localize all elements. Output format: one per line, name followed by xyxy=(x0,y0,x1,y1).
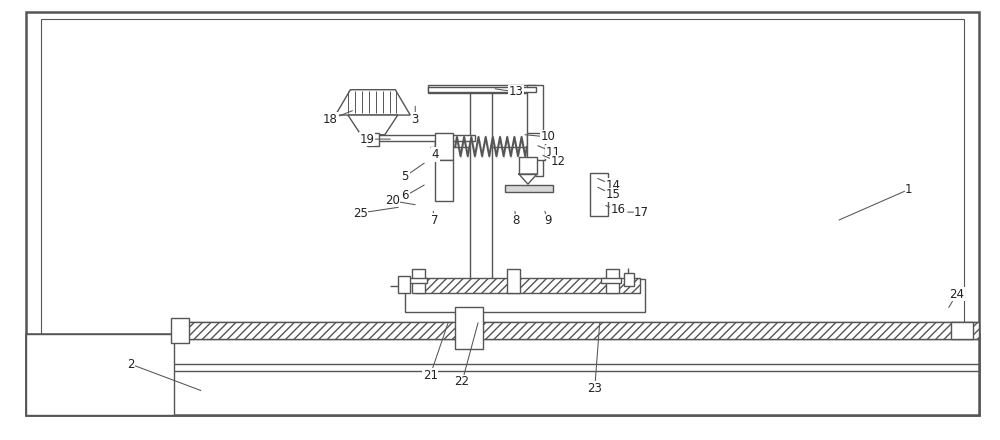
Text: 8: 8 xyxy=(512,211,520,227)
Text: 16: 16 xyxy=(606,203,625,216)
Text: 11: 11 xyxy=(538,146,560,159)
Text: 21: 21 xyxy=(423,323,448,382)
Bar xyxy=(412,269,425,293)
Bar xyxy=(171,318,189,343)
Bar xyxy=(527,85,543,176)
Bar xyxy=(435,133,453,160)
Text: 24: 24 xyxy=(949,288,964,308)
Text: 20: 20 xyxy=(385,194,415,207)
Text: 10: 10 xyxy=(525,130,555,143)
Bar xyxy=(415,278,640,293)
Text: 3: 3 xyxy=(412,106,419,126)
Bar xyxy=(41,19,964,408)
Text: 22: 22 xyxy=(455,323,478,388)
Bar xyxy=(624,273,634,286)
Polygon shape xyxy=(519,174,537,184)
Bar xyxy=(455,308,483,349)
Bar xyxy=(179,323,458,339)
Bar xyxy=(590,173,608,216)
Bar xyxy=(527,133,545,160)
Text: 7: 7 xyxy=(431,211,439,227)
Text: 25: 25 xyxy=(353,206,398,220)
Bar xyxy=(505,185,553,192)
Text: 23: 23 xyxy=(587,323,602,395)
Bar xyxy=(367,133,379,146)
Bar xyxy=(470,89,492,281)
Bar xyxy=(398,275,410,293)
Text: 9: 9 xyxy=(544,211,552,227)
Bar xyxy=(601,278,621,283)
Text: 5: 5 xyxy=(402,163,424,183)
Text: 1: 1 xyxy=(839,183,913,220)
Text: 13: 13 xyxy=(495,85,523,99)
Text: 14: 14 xyxy=(598,179,620,191)
Bar xyxy=(375,135,475,141)
Text: 18: 18 xyxy=(323,111,352,126)
Text: 2: 2 xyxy=(127,358,201,391)
Polygon shape xyxy=(335,90,410,115)
Bar xyxy=(435,160,453,201)
Bar xyxy=(519,158,537,174)
Polygon shape xyxy=(348,115,398,135)
Bar xyxy=(480,323,979,339)
Text: 12: 12 xyxy=(543,155,565,169)
Bar xyxy=(405,279,645,312)
Bar xyxy=(428,85,536,93)
Bar xyxy=(606,269,619,293)
Bar xyxy=(951,323,973,339)
Bar xyxy=(428,87,536,92)
Bar xyxy=(26,334,174,414)
Text: 4: 4 xyxy=(431,141,439,161)
Text: 19: 19 xyxy=(360,132,390,146)
Bar xyxy=(407,278,427,283)
Text: 15: 15 xyxy=(598,187,620,201)
Text: 17: 17 xyxy=(628,205,649,219)
Bar xyxy=(26,334,979,414)
Bar xyxy=(507,269,520,293)
Text: 6: 6 xyxy=(402,185,424,202)
